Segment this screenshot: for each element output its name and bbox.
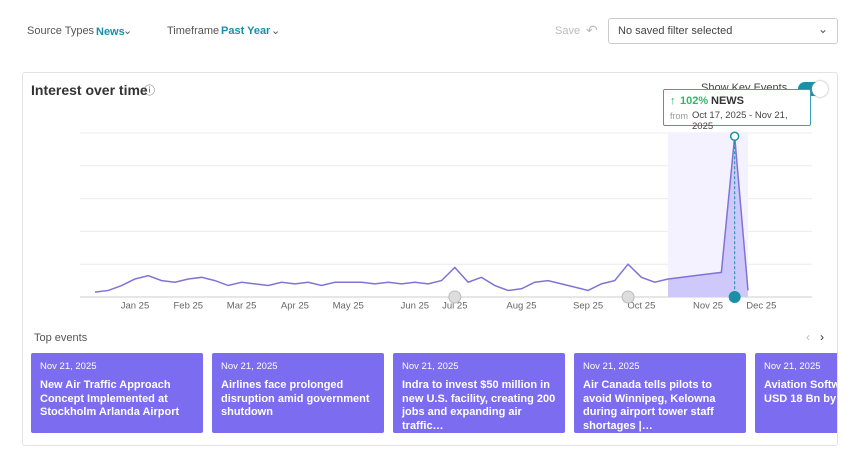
chevron[interactable]: ⌄ bbox=[123, 25, 133, 37]
undo-icon[interactable]: ↶ bbox=[586, 22, 598, 38]
event-title: Airlines face prolonged disruption amid … bbox=[221, 379, 370, 418]
source-value[interactable]: News bbox=[96, 26, 125, 38]
top-events-title: Top events bbox=[34, 332, 88, 344]
event-icon bbox=[728, 291, 741, 303]
x-tick-label: Nov 25 bbox=[693, 301, 723, 312]
prev-button[interactable]: ‹ bbox=[806, 330, 810, 344]
panel-title: Interest over time bbox=[31, 82, 148, 98]
timeframe-value[interactable]: Past Year bbox=[221, 25, 271, 37]
event-title: Aviation Software Market USD 18 Bn by Ad… bbox=[764, 379, 837, 405]
tooltip-source: NEWS bbox=[711, 95, 744, 107]
event-date: Nov 21, 2025 bbox=[764, 361, 821, 372]
x-tick-label: Feb 25 bbox=[173, 301, 203, 312]
next-button[interactable]: › bbox=[820, 330, 824, 344]
x-tick-label: Jan 25 bbox=[121, 301, 150, 312]
saved-filter-select[interactable]: No saved filter selected ⌄ bbox=[608, 18, 838, 44]
tooltip-range: Oct 17, 2025 - Nov 21, 2025 bbox=[692, 110, 788, 132]
timeframe-label: Timeframe bbox=[167, 25, 220, 37]
source-label: Source Types bbox=[27, 25, 95, 37]
highlight-area bbox=[668, 136, 748, 297]
x-tick-label: Sep 25 bbox=[573, 301, 603, 312]
event-icon bbox=[621, 290, 635, 304]
event-title: New Air Traffic Approach Concept Impleme… bbox=[40, 379, 180, 418]
event-icon bbox=[448, 290, 462, 304]
x-tick-label: May 25 bbox=[333, 301, 364, 312]
event-date: Nov 21, 2025 bbox=[40, 361, 97, 372]
panel bbox=[22, 72, 838, 446]
cards: Nov 21, 2025 New Air Traffic Approach Con… bbox=[31, 353, 837, 433]
event-card[interactable]: Nov 21, 2025 Air Canada tells pilots to a… bbox=[574, 353, 746, 433]
event-date: Nov 21, 2025 bbox=[583, 361, 640, 372]
event-card[interactable]: Nov 21, 2025 Aviation Software Market USD… bbox=[755, 353, 837, 433]
x-tick-label: Oct 25 bbox=[627, 301, 655, 312]
chevron: ⌄ bbox=[817, 22, 828, 36]
x-tick-label: Jul 25 bbox=[442, 301, 467, 312]
x-tick-label: Aug 25 bbox=[506, 301, 536, 312]
x-tick-label: Mar 25 bbox=[227, 301, 257, 312]
info-icon[interactable]: ⓘ bbox=[144, 85, 155, 97]
tooltip-change: 102% bbox=[680, 95, 709, 107]
chevron[interactable]: ⌄ bbox=[271, 25, 281, 37]
line bbox=[94, 136, 749, 293]
event-title: Air Canada tells pilots to avoid Winnipe… bbox=[583, 379, 716, 432]
event-date: Nov 21, 2025 bbox=[221, 361, 278, 372]
event-card[interactable]: Nov 21, 2025 Airlines face prolonged disr… bbox=[212, 353, 384, 433]
x-tick-label: Jun 25 bbox=[401, 301, 430, 312]
event-title: Indra to invest $50 million in new U.S. … bbox=[402, 379, 556, 432]
x-tick-label: Apr 25 bbox=[281, 301, 309, 312]
peak-marker bbox=[729, 131, 740, 142]
event-card[interactable]: Nov 21, 2025 New Air Traffic Approach Con… bbox=[31, 353, 203, 433]
x-tick-label: Dec 25 bbox=[746, 301, 776, 312]
event-card[interactable]: Nov 21, 2025 Indra to invest $50 million … bbox=[393, 353, 565, 433]
tooltip: ↑ 102% NEWS from Oct 17, 2025 - Nov 21, … bbox=[663, 89, 811, 132]
event-date: Nov 21, 2025 bbox=[402, 361, 459, 372]
save-button[interactable]: Save bbox=[555, 25, 581, 37]
saved-filter-text: No saved filter selected bbox=[618, 25, 733, 37]
tooltip-arrow: ↑ bbox=[670, 95, 676, 107]
tooltip-from: from bbox=[670, 111, 688, 121]
